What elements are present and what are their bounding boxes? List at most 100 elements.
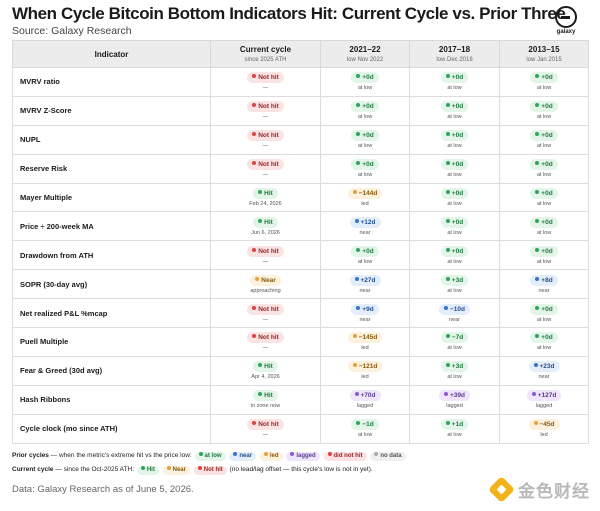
status-dot-icon [140,466,145,470]
table-cell: Not hit — [210,153,321,184]
cell-note: — [262,345,269,352]
legend-current-label: Current cycle [12,466,54,473]
status-dot-icon [444,305,448,310]
status-pill: +127d [526,390,562,402]
status-pill: +0d [351,101,379,113]
status-pill-label: +0d [451,103,464,111]
cell-note: — [262,258,269,265]
indicator-name: Mayer Multiple [12,182,211,213]
status-dot-icon [445,334,450,339]
table-row: MVRV ratio Not hit — +0d at low +0d at low +0d a… [12,67,589,97]
cell-note: at low [536,345,552,352]
table-cell: −144d led [320,182,410,213]
legend-prior-label: Prior cycles [12,452,49,459]
table-cell: +0d at low [320,240,410,271]
status-dot-icon [535,132,540,137]
table-row: Reserve Risk Not hit — +0d at low +0d at low +0… [12,153,589,184]
legend-pill: at low [194,452,226,461]
status-dot-icon [445,103,450,108]
status-pill-label: Not hit [258,305,279,313]
status-pill: +0d [351,72,379,84]
status-pill-label: Not hit [258,74,279,82]
status-dot-icon [197,466,202,470]
indicator-name: Drawdown from ATH [12,240,211,271]
status-dot-icon [445,247,450,252]
status-pill-label: +0d [541,334,553,342]
status-pill-label: Hit [264,190,273,197]
table-row: Drawdown from ATH Not hit — +0d at low +0d at … [12,240,589,271]
table-row: Fear & Greed (30d avg) Hit Apr 4, 2026 −121… [12,355,589,386]
table-cell: +0d at low [320,124,410,155]
table-cell: +0d at low [409,240,500,271]
legend-pill-label: at low [204,453,222,459]
indicator-name: Hash Ribbons [12,384,211,415]
status-pill-label: +0d [541,190,553,197]
cell-note: approaching [250,287,281,294]
table-cell: Not hit — [210,298,321,329]
table-cell: +70d lagged [320,384,410,415]
status-dot-icon [198,452,203,456]
status-pill-label: +0d [541,305,553,313]
status-dot-icon [374,452,379,456]
cell-note: near [538,374,550,381]
footer-source: Data: Galaxy Research as of June 5, 2026… [12,484,194,495]
indicator-name: MVRV Z-Score [12,95,211,126]
status-dot-icon [356,161,361,166]
status-pill: Not hit [247,332,284,344]
status-dot-icon [252,74,257,79]
status-pill: Not hit [247,101,284,113]
status-pill: −145d [347,332,383,344]
table-cell: +3d at low [409,269,500,300]
status-pill-label: Hit [264,363,273,371]
table-row: Puell Multiple Not hit — −145d led −7d at low +… [12,327,589,357]
status-dot-icon [356,132,361,137]
indicator-table: Indicator Current cycle since 2025 ATH 2021… [12,40,589,444]
status-pill-label: Not hit [258,103,279,111]
status-pill-label: +0d [362,247,374,255]
status-dot-icon [445,161,450,166]
status-dot-icon [255,276,260,281]
status-pill-label: +0d [451,74,464,82]
cell-note: led [361,345,369,352]
status-pill-label: +23d [539,363,555,371]
table-cell: Near approaching [210,269,321,300]
status-pill-label: +0d [541,74,553,82]
status-dot-icon [445,218,450,223]
cell-note: Jun 6, 2026 [251,229,280,236]
galaxy-logo: galaxy [554,6,578,35]
status-pill-label: −121d [358,363,378,371]
status-pill-label: −7d [451,334,464,342]
status-pill: Hit [253,216,278,228]
table-cell: +0d at low [320,67,410,97]
indicator-name: MVRV ratio [12,67,211,97]
status-pill-label: −45d [539,421,555,429]
indicator-name: Reserve Risk [12,153,211,184]
table-cell: +0d at low [409,153,500,184]
status-pill: +0d [351,245,379,257]
status-pill-label: Not hit [258,421,279,429]
cell-note: lagged [535,403,553,410]
legend-pill-label: lagged [296,453,316,459]
status-dot-icon [356,74,361,79]
legend-pill: led [259,452,283,461]
status-pill-label: +1d [451,421,464,429]
status-dot-icon [252,305,257,310]
status-pill-label: +0d [541,247,553,255]
cell-note: at low [536,85,552,92]
status-dot-icon [252,421,257,426]
status-pill-label: Not hit [258,247,279,255]
status-dot-icon [535,218,540,223]
indicator-name: Puell Multiple [12,327,211,357]
table-cell: Hit Apr 4, 2026 [210,355,321,386]
status-pill: +0d [530,216,558,228]
table-cell: +0d at low [320,95,410,126]
table-cell: +0d at low [409,211,500,242]
status-pill: +27d [349,274,381,286]
cell-note: led [361,374,369,381]
status-pill-label: +70d [360,392,376,400]
column-header-sub: since 2025 ATH [244,57,287,63]
status-pill-label: Hit [264,392,273,400]
column-header-label: Current cycle [239,45,292,54]
legend-pill: lagged [286,452,320,461]
status-pill-label: +127d [537,392,557,400]
